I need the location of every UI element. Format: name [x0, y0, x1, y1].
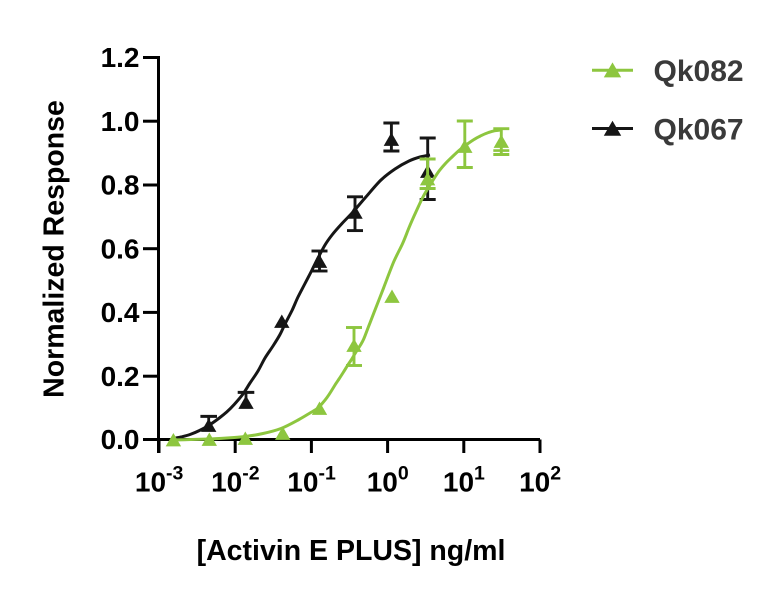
- svg-text:0.6: 0.6: [101, 233, 140, 264]
- svg-text:10-2: 10-2: [211, 463, 260, 498]
- svg-text:0.0: 0.0: [101, 424, 140, 455]
- svg-text:Normalized Response: Normalized Response: [39, 100, 71, 398]
- svg-text:0.4: 0.4: [101, 297, 140, 328]
- svg-text:1.2: 1.2: [101, 42, 140, 73]
- svg-text:1.0: 1.0: [101, 106, 140, 137]
- svg-text:0.8: 0.8: [101, 170, 140, 201]
- svg-text:[Activin E PLUS] ng/ml: [Activin E PLUS] ng/ml: [197, 535, 506, 567]
- svg-text:102: 102: [519, 463, 561, 498]
- svg-text:0.2: 0.2: [101, 361, 140, 392]
- svg-text:Qk067: Qk067: [654, 114, 744, 147]
- svg-text:Qk082: Qk082: [654, 55, 744, 88]
